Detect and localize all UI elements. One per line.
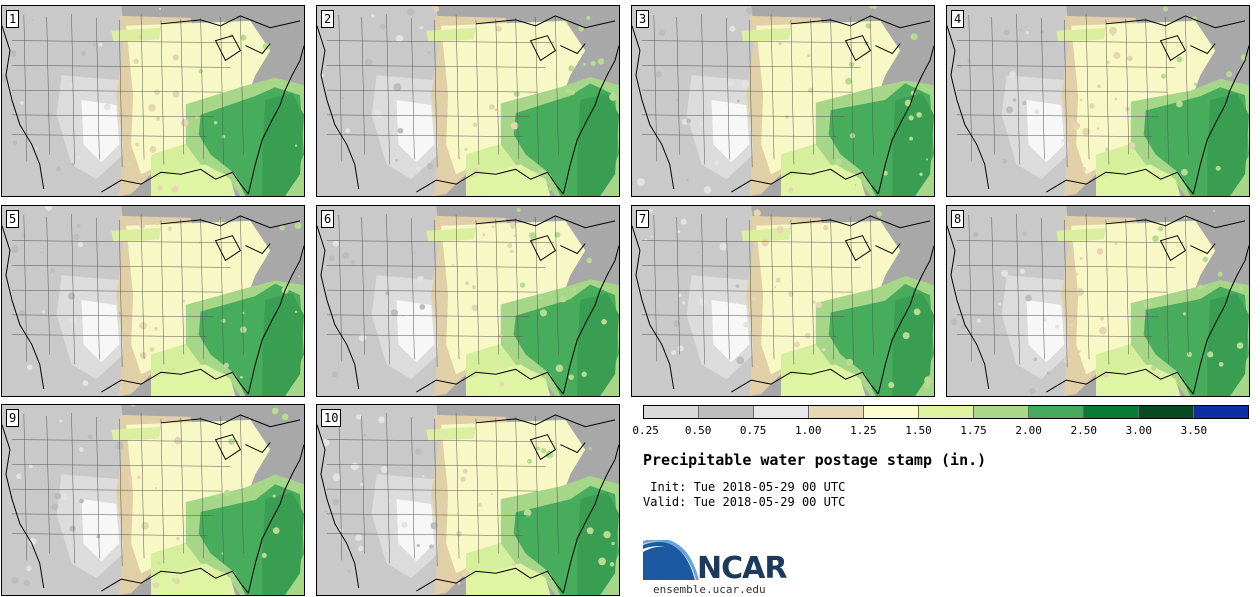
map-panel: 1 <box>1 5 305 197</box>
valid-time: Valid: Tue 2018-05-29 00 UTC <box>643 495 846 509</box>
member-number-label: 1 <box>6 10 20 28</box>
colorbar-swatch <box>974 406 1029 418</box>
init-time: Init: Tue 2018-05-29 00 UTC <box>643 480 846 494</box>
map-panel: 7 <box>631 205 935 397</box>
colorbar-swatch <box>864 406 919 418</box>
member-number-label: 6 <box>321 210 335 228</box>
colorbar-tick-label: 1.75 <box>960 424 987 437</box>
member-number-label: 3 <box>636 10 650 28</box>
member-number-label: 10 <box>321 409 342 427</box>
colorbar-tick-label: 1.25 <box>850 424 877 437</box>
colorbar-tick-label: 1.00 <box>795 424 822 437</box>
colorbar-swatch <box>1194 406 1248 418</box>
colorbar-swatch <box>1029 406 1084 418</box>
member-number-label: 7 <box>636 210 650 228</box>
colorbar-tick-label: 3.00 <box>1125 424 1153 437</box>
member-number-label: 2 <box>321 10 335 28</box>
colorbar-swatch <box>644 406 699 418</box>
map-panel: 2 <box>316 5 620 197</box>
ncar-logo-icon <box>643 540 699 580</box>
colorbar-tick-label: 0.25 <box>632 424 659 437</box>
colorbar-swatch <box>699 406 754 418</box>
colorbar-swatch <box>1084 406 1139 418</box>
map-panel: 10 <box>316 404 620 596</box>
map-panel: 3 <box>631 5 935 197</box>
map-panel: 6 <box>316 205 620 397</box>
colorbar-swatch <box>919 406 974 418</box>
website-url[interactable]: ensemble.ucar.edu <box>653 583 766 596</box>
member-number-label: 5 <box>6 210 20 228</box>
colorbar-tick-label: 2.00 <box>1015 424 1042 437</box>
colorbar-swatch <box>754 406 809 418</box>
map-panel: 4 <box>946 5 1250 197</box>
colorbar-tick-label: 2.50 <box>1070 424 1097 437</box>
member-number-label: 9 <box>6 409 20 427</box>
map-panel: 9 <box>1 404 305 596</box>
colorbar-tick-label: 0.75 <box>739 424 767 437</box>
colorbar <box>643 405 1249 419</box>
page-title: Precipitable water postage stamp (in.) <box>643 451 987 469</box>
colorbar-tick-label: 1.50 <box>905 424 932 437</box>
colorbar-swatch <box>1139 406 1194 418</box>
colorbar-tick-label: 0.50 <box>684 424 712 437</box>
colorbar-ticks: 0.25 0.50 0.75 1.00 1.25 1.50 1.75 2.00 2.50 3.00… <box>632 424 1249 440</box>
map-panel: 8 <box>946 205 1250 397</box>
map-panel: 5 <box>1 205 305 397</box>
member-number-label: 4 <box>951 10 965 28</box>
colorbar-tick-label: 3.50 <box>1180 424 1208 437</box>
colorbar-swatch <box>809 406 864 418</box>
logo-text: NCAR <box>697 551 787 586</box>
member-number-label: 8 <box>951 210 965 228</box>
